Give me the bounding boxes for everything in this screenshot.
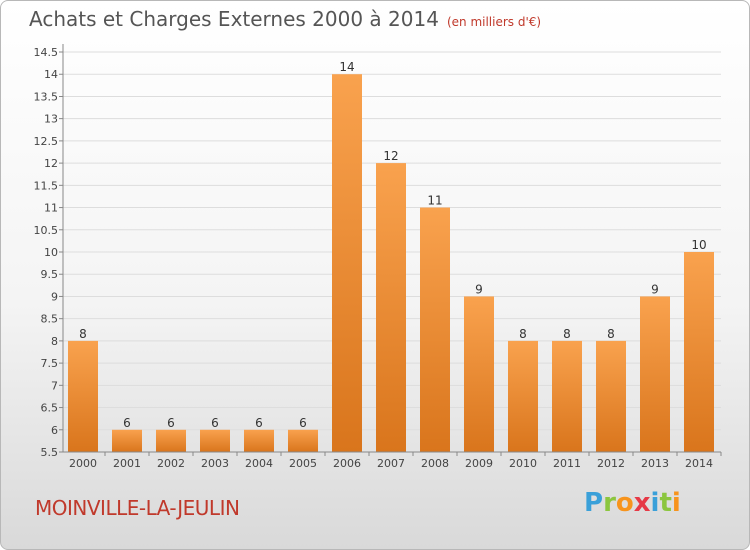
value-label: 6 [211, 416, 219, 430]
value-label: 6 [299, 416, 307, 430]
value-label: 8 [607, 327, 615, 341]
y-tick-label: 6.5 [41, 402, 59, 415]
value-label: 8 [79, 327, 87, 341]
y-tick-label: 14.5 [34, 46, 59, 59]
logo-letter: x [633, 488, 651, 518]
logo-letter: i [671, 488, 681, 518]
logo-letter: i [650, 488, 660, 518]
chart-subtitle: (en milliers d'€) [446, 15, 542, 29]
x-tick-label: 2005 [289, 457, 317, 470]
value-label: 9 [651, 282, 659, 296]
x-tick-label: 2014 [685, 457, 713, 470]
x-tick-label: 2012 [597, 457, 625, 470]
x-tick-label: 2006 [333, 457, 361, 470]
value-label: 6 [255, 416, 263, 430]
x-tick-label: 2011 [553, 457, 581, 470]
bar-2006 [332, 74, 362, 452]
y-tick-label: 13 [44, 113, 58, 126]
x-tick-label: 2001 [113, 457, 141, 470]
x-tick-label: 2002 [157, 457, 185, 470]
y-tick-label: 11.5 [34, 179, 59, 192]
bar-2004 [244, 429, 274, 452]
x-tick-label: 2003 [201, 457, 229, 470]
value-label: 6 [123, 416, 131, 430]
commune-name: MOINVILLE-LA-JEULIN [35, 496, 240, 520]
value-label: 6 [167, 416, 175, 430]
value-label: 8 [563, 327, 571, 341]
y-tick-label: 8.5 [41, 313, 59, 326]
bar-2001 [112, 429, 142, 452]
bar-2012 [596, 340, 626, 452]
bar-2009 [464, 296, 494, 452]
bar-2014 [684, 252, 714, 452]
bar-2011 [552, 340, 582, 452]
bar-2007 [376, 163, 406, 452]
y-tick-label: 9.5 [41, 268, 59, 281]
bar-2000 [68, 340, 98, 452]
x-tick-label: 2007 [377, 457, 405, 470]
y-tick-label: 11 [44, 202, 58, 215]
bar-2010 [508, 340, 538, 452]
y-tick-label: 12.5 [34, 135, 59, 148]
value-label: 11 [427, 194, 442, 208]
bar-2005 [288, 429, 318, 452]
y-tick-label: 8 [51, 335, 58, 348]
y-tick-label: 5.5 [41, 446, 59, 459]
y-tick-label: 9 [51, 290, 58, 303]
value-label: 9 [475, 282, 483, 296]
bar-2003 [200, 429, 230, 452]
y-tick-label: 6 [51, 424, 58, 437]
value-label: 8 [519, 327, 527, 341]
y-tick-label: 10.5 [34, 224, 59, 237]
logo-letter: o [615, 488, 634, 518]
bar-2013 [640, 296, 670, 452]
y-tick-label: 10 [44, 246, 58, 259]
x-tick-label: 2009 [465, 457, 493, 470]
x-tick-label: 2008 [421, 457, 449, 470]
x-tick-label: 2010 [509, 457, 537, 470]
bar-2002 [156, 429, 186, 452]
proxiti-logo: Proxiti [584, 488, 681, 518]
y-tick-label: 12 [44, 157, 58, 170]
value-label: 12 [383, 149, 398, 163]
logo-letter: P [584, 488, 604, 518]
chart-title: Achats et Charges Externes 2000 à 2014 (e… [29, 7, 541, 31]
y-tick-label: 13.5 [34, 90, 59, 103]
y-tick-label: 14 [44, 68, 58, 81]
x-tick-label: 2000 [69, 457, 97, 470]
chart-title-text: Achats et Charges Externes 2000 à 2014 [29, 7, 439, 31]
bar-2008 [420, 207, 450, 452]
value-label: 10 [691, 238, 706, 252]
y-tick-label: 7.5 [41, 357, 59, 370]
y-tick-label: 7 [51, 379, 58, 392]
x-tick-label: 2013 [641, 457, 669, 470]
value-label: 14 [339, 60, 354, 74]
logo-letter: t [659, 488, 672, 518]
x-tick-label: 2004 [245, 457, 273, 470]
logo-letter: r [603, 488, 616, 518]
